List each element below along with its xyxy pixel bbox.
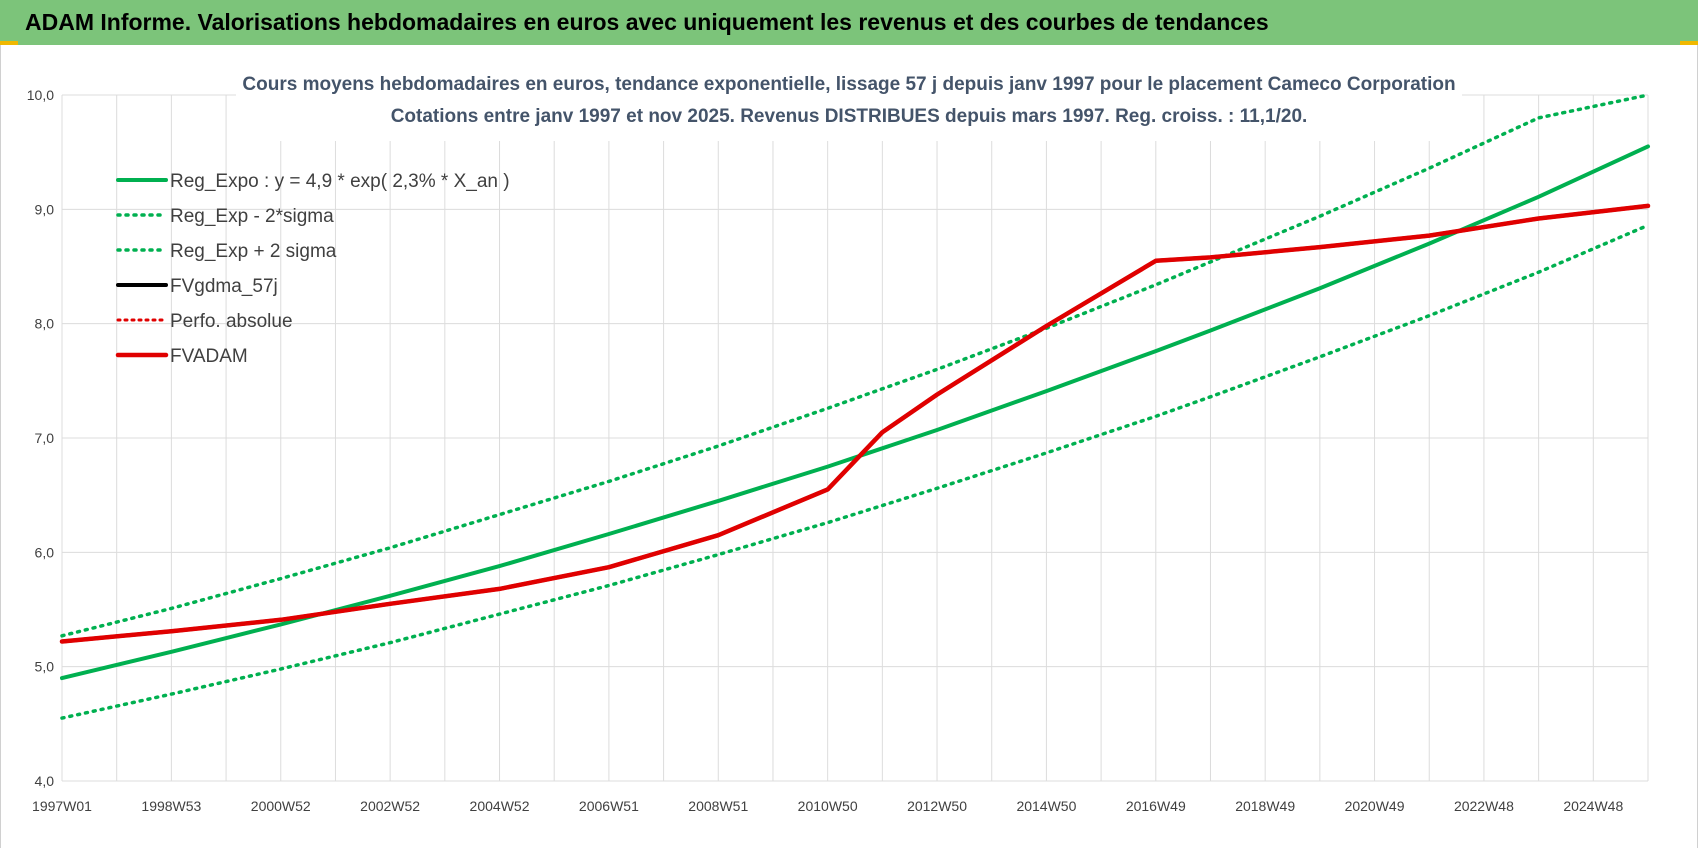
- x-tick-label: 2008W51: [688, 798, 748, 814]
- title-background: [236, 65, 1462, 141]
- x-tick-label: 2020W49: [1345, 798, 1405, 814]
- y-tick-label: 8,0: [35, 316, 55, 332]
- x-tick-label: 2010W50: [798, 798, 858, 814]
- x-tick-label: 2014W50: [1016, 798, 1076, 814]
- x-tick-label: 2012W50: [907, 798, 967, 814]
- y-tick-label: 10,0: [27, 87, 54, 103]
- y-tick-label: 5,0: [35, 659, 55, 675]
- series-line-4: [60, 203, 1650, 644]
- x-tick-label: 2000W52: [251, 798, 311, 814]
- legend-label: Reg_Exp - 2*sigma: [170, 206, 334, 227]
- series-line-2: [60, 223, 1650, 720]
- series-lines: [59, 93, 1651, 720]
- gridlines: [61, 94, 1649, 782]
- x-tick-label: 2018W49: [1235, 798, 1295, 814]
- y-tick-label: 9,0: [35, 201, 55, 217]
- x-tick-label: 2016W49: [1126, 798, 1186, 814]
- legend-label: Reg_Expo : y = 4,9 * exp( 2,3% * X_an ): [170, 171, 510, 192]
- x-tick-label: 1998W53: [141, 798, 201, 814]
- series-line-3: [60, 93, 1650, 638]
- series-line-5: [60, 204, 1650, 643]
- legend-label: Reg_Exp + 2 sigma: [170, 241, 337, 262]
- y-tick-label: 4,0: [35, 773, 55, 789]
- header-bar: ADAM Informe. Valorisations hebdomadaire…: [0, 0, 1698, 45]
- x-tick-label: 2002W52: [360, 798, 420, 814]
- corner-mark-right: [1680, 41, 1698, 45]
- y-tick-label: 7,0: [35, 430, 55, 446]
- x-tick-label: 1997W01: [32, 798, 92, 814]
- x-tick-label: 2006W51: [579, 798, 639, 814]
- legend-label: FVADAM: [170, 346, 248, 367]
- header-title: ADAM Informe. Valorisations hebdomadaire…: [25, 9, 1269, 35]
- legend-label: FVgdma_57j: [170, 276, 278, 297]
- y-axis-ticks: 4,0 5,0 6,0 7,0 8,0 9,0 10,0: [27, 87, 54, 789]
- chart-subtitle: Cotations entre janv 1997 et nov 2025. R…: [391, 106, 1308, 127]
- series-line-1: [60, 144, 1650, 681]
- chart-title: Cours moyens hebdomadaires en euros, ten…: [242, 74, 1455, 95]
- corner-mark-left: [0, 41, 18, 45]
- series-line-6: [59, 203, 1651, 644]
- legend: Reg_Expo : y = 4,9 * exp( 2,3% * X_an ) R…: [115, 171, 510, 367]
- x-tick-label: 2024W48: [1563, 798, 1623, 814]
- chart-area: 4,0 5,0 6,0 7,0 8,0 9,0 10,0 1997W01 1998W53 200…: [27, 65, 1651, 814]
- legend-label: Perfo. absolue: [170, 311, 293, 332]
- x-axis-ticks: 1997W01 1998W53 2000W52 2002W52 2004W52 2006W…: [32, 798, 1623, 814]
- x-tick-label: 2004W52: [470, 798, 530, 814]
- y-tick-label: 6,0: [35, 544, 55, 560]
- x-tick-label: 2022W48: [1454, 798, 1514, 814]
